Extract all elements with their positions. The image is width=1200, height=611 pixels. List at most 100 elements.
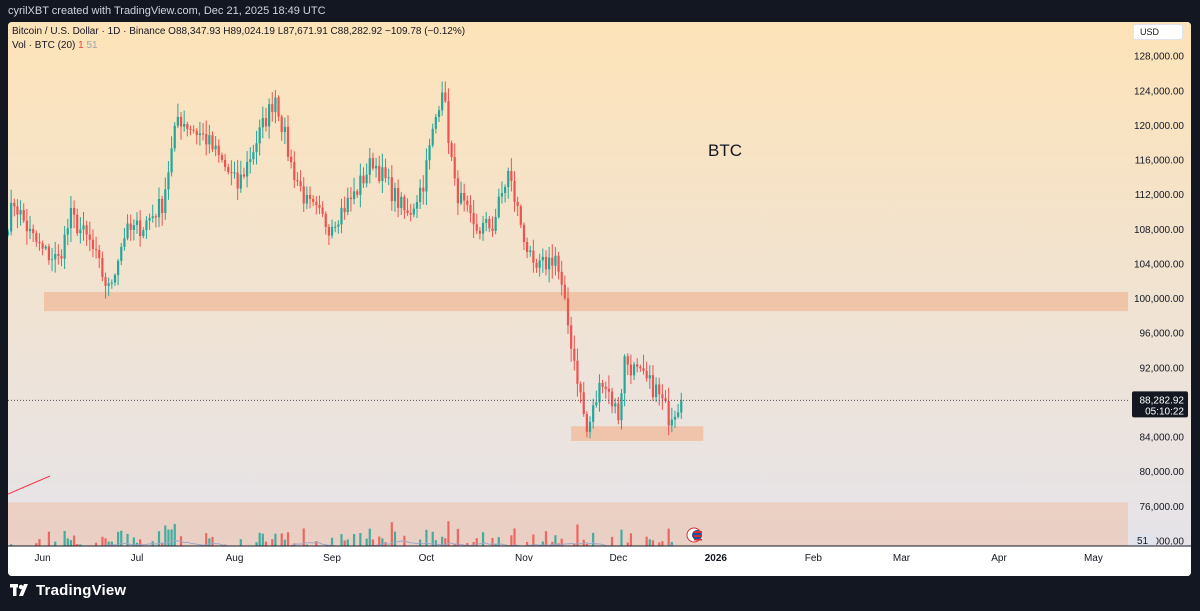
- candle[interactable]: [548, 246, 551, 283]
- candle[interactable]: [91, 229, 95, 258]
- candle[interactable]: [195, 127, 198, 145]
- candle[interactable]: [368, 148, 371, 184]
- candle[interactable]: [415, 195, 419, 219]
- candle[interactable]: [79, 217, 82, 244]
- candle[interactable]: [573, 335, 576, 371]
- candle[interactable]: [85, 220, 88, 246]
- candle[interactable]: [459, 181, 463, 206]
- candle[interactable]: [142, 227, 145, 239]
- candle[interactable]: [510, 158, 513, 192]
- candle[interactable]: [302, 177, 305, 212]
- chart-area[interactable]: BTC 128,000.00 124,000.00 120,000.00 116,00…: [8, 22, 1191, 576]
- candle[interactable]: [242, 167, 246, 179]
- candle[interactable]: [19, 200, 22, 226]
- candle[interactable]: [47, 243, 50, 265]
- candle[interactable]: [494, 208, 497, 235]
- candle[interactable]: [192, 125, 195, 134]
- candle[interactable]: [57, 244, 60, 265]
- candle[interactable]: [588, 416, 592, 439]
- candle[interactable]: [425, 148, 428, 206]
- candle[interactable]: [557, 251, 560, 280]
- candle[interactable]: [576, 348, 579, 397]
- candle[interactable]: [680, 392, 683, 419]
- candle[interactable]: [636, 358, 639, 373]
- candle[interactable]: [324, 211, 327, 235]
- candle[interactable]: [598, 374, 601, 412]
- support-zone[interactable]: [571, 426, 704, 441]
- candle[interactable]: [582, 382, 585, 417]
- candle[interactable]: [670, 407, 673, 433]
- candle[interactable]: [246, 151, 249, 188]
- candle[interactable]: [478, 227, 482, 240]
- candle[interactable]: [201, 123, 205, 141]
- candle[interactable]: [374, 157, 378, 178]
- candle[interactable]: [66, 218, 69, 246]
- candle[interactable]: [252, 144, 255, 165]
- candle[interactable]: [648, 365, 651, 389]
- candle[interactable]: [28, 215, 32, 240]
- candle[interactable]: [239, 160, 242, 193]
- candle[interactable]: [503, 184, 507, 203]
- candle[interactable]: [299, 170, 302, 192]
- candle[interactable]: [151, 204, 154, 223]
- candle[interactable]: [16, 199, 19, 229]
- candle[interactable]: [88, 221, 91, 252]
- candle[interactable]: [274, 90, 277, 124]
- candle[interactable]: [610, 387, 614, 414]
- candle[interactable]: [560, 260, 563, 296]
- candle[interactable]: [104, 272, 107, 299]
- candle[interactable]: [384, 158, 387, 183]
- candle[interactable]: [466, 195, 469, 212]
- candle[interactable]: [422, 175, 425, 205]
- candle[interactable]: [365, 163, 368, 188]
- candle[interactable]: [463, 183, 466, 212]
- candle[interactable]: [607, 375, 610, 405]
- candlestick-chart[interactable]: BTC 128,000.00 124,000.00 120,000.00 116,00…: [8, 22, 1191, 576]
- candle[interactable]: [447, 88, 450, 155]
- candle[interactable]: [673, 410, 677, 428]
- candle[interactable]: [500, 181, 504, 204]
- candle[interactable]: [497, 188, 500, 219]
- candle[interactable]: [544, 250, 548, 276]
- candle[interactable]: [186, 121, 189, 137]
- candle[interactable]: [620, 388, 623, 430]
- candle[interactable]: [592, 398, 595, 429]
- candle[interactable]: [148, 213, 151, 230]
- candle[interactable]: [651, 365, 655, 401]
- candle[interactable]: [63, 225, 66, 269]
- time-axis[interactable]: [8, 546, 1191, 576]
- candle[interactable]: [595, 390, 598, 408]
- candle[interactable]: [522, 222, 526, 250]
- candle[interactable]: [362, 167, 365, 188]
- candle[interactable]: [233, 161, 236, 179]
- candle[interactable]: [220, 152, 224, 163]
- candle[interactable]: [217, 139, 220, 163]
- candle[interactable]: [403, 194, 406, 219]
- candle[interactable]: [315, 196, 318, 215]
- candle[interactable]: [223, 153, 227, 172]
- candle[interactable]: [349, 187, 353, 212]
- candle[interactable]: [32, 224, 35, 243]
- candle[interactable]: [305, 186, 308, 210]
- candle[interactable]: [334, 221, 337, 233]
- candle[interactable]: [318, 195, 321, 215]
- candle[interactable]: [475, 213, 478, 235]
- candle[interactable]: [488, 215, 491, 233]
- candle[interactable]: [412, 203, 415, 218]
- candle[interactable]: [236, 159, 239, 201]
- candle[interactable]: [513, 171, 516, 212]
- candle[interactable]: [154, 213, 157, 228]
- candle[interactable]: [658, 377, 661, 406]
- candle[interactable]: [72, 200, 76, 229]
- candle[interactable]: [280, 114, 283, 141]
- candle[interactable]: [76, 208, 79, 236]
- candle[interactable]: [481, 216, 485, 241]
- candle[interactable]: [38, 233, 41, 251]
- candle[interactable]: [390, 165, 393, 211]
- candle[interactable]: [437, 105, 441, 122]
- candle[interactable]: [227, 163, 230, 175]
- candle[interactable]: [286, 115, 290, 162]
- candle[interactable]: [381, 153, 384, 194]
- candle[interactable]: [645, 361, 648, 382]
- candle[interactable]: [346, 187, 349, 216]
